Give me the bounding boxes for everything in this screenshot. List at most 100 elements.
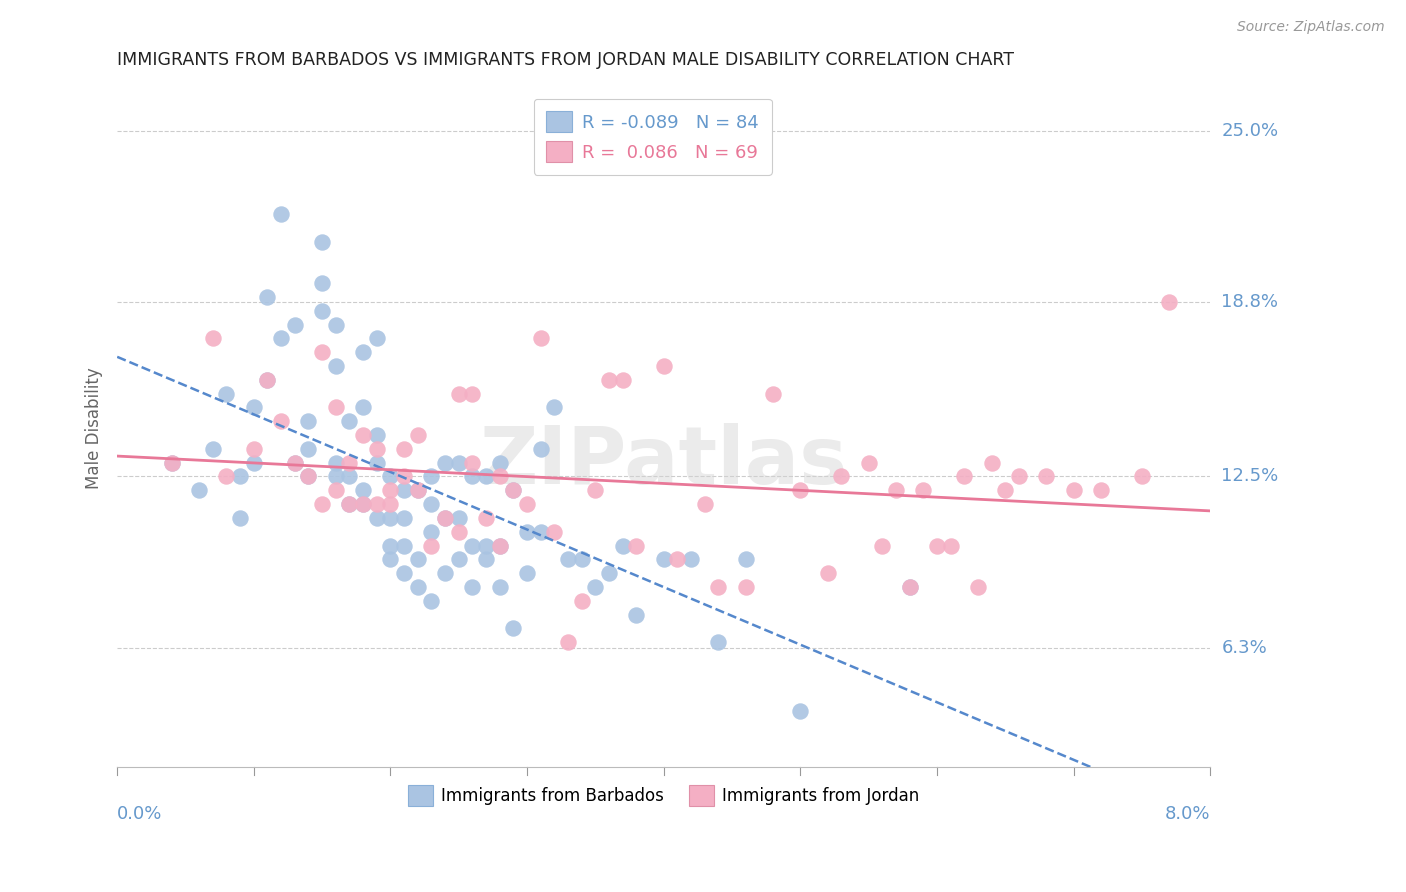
Point bbox=[1159, 295, 1181, 310]
Point bbox=[488, 539, 510, 553]
Point bbox=[734, 552, 756, 566]
Point bbox=[488, 539, 510, 553]
Point bbox=[475, 511, 498, 525]
Point bbox=[284, 456, 307, 470]
Point bbox=[256, 373, 278, 387]
Point bbox=[256, 373, 278, 387]
Text: Source: ZipAtlas.com: Source: ZipAtlas.com bbox=[1237, 20, 1385, 34]
Point bbox=[311, 303, 333, 318]
Point bbox=[502, 483, 524, 498]
Point bbox=[884, 483, 907, 498]
Point bbox=[392, 511, 415, 525]
Point bbox=[366, 428, 388, 442]
Point bbox=[325, 401, 347, 415]
Point bbox=[297, 469, 319, 483]
Point bbox=[967, 580, 990, 594]
Point bbox=[352, 497, 374, 511]
Point bbox=[626, 607, 648, 622]
Point bbox=[461, 469, 484, 483]
Point bbox=[734, 580, 756, 594]
Point bbox=[461, 386, 484, 401]
Point bbox=[352, 428, 374, 442]
Point bbox=[406, 483, 429, 498]
Point bbox=[475, 469, 498, 483]
Point bbox=[297, 469, 319, 483]
Point bbox=[461, 539, 484, 553]
Point bbox=[598, 566, 620, 581]
Point bbox=[380, 483, 402, 498]
Point bbox=[475, 539, 498, 553]
Point bbox=[858, 456, 880, 470]
Point bbox=[392, 442, 415, 456]
Point bbox=[366, 331, 388, 345]
Point bbox=[912, 483, 935, 498]
Point bbox=[420, 594, 443, 608]
Point bbox=[352, 401, 374, 415]
Point bbox=[461, 580, 484, 594]
Point bbox=[380, 552, 402, 566]
Point bbox=[612, 373, 634, 387]
Point bbox=[789, 704, 811, 718]
Point bbox=[339, 414, 361, 428]
Point bbox=[366, 442, 388, 456]
Point bbox=[447, 386, 470, 401]
Point bbox=[284, 456, 307, 470]
Point bbox=[325, 318, 347, 332]
Point bbox=[789, 483, 811, 498]
Point bbox=[571, 594, 593, 608]
Text: 12.5%: 12.5% bbox=[1222, 467, 1278, 485]
Point bbox=[352, 483, 374, 498]
Point bbox=[352, 345, 374, 359]
Point bbox=[188, 483, 211, 498]
Point bbox=[339, 497, 361, 511]
Point bbox=[325, 469, 347, 483]
Point bbox=[229, 511, 252, 525]
Text: 8.0%: 8.0% bbox=[1164, 805, 1211, 823]
Point bbox=[707, 580, 730, 594]
Point bbox=[530, 442, 553, 456]
Point bbox=[652, 552, 675, 566]
Point bbox=[598, 373, 620, 387]
Text: 18.8%: 18.8% bbox=[1222, 293, 1278, 311]
Point bbox=[434, 511, 457, 525]
Point bbox=[557, 552, 579, 566]
Point bbox=[898, 580, 921, 594]
Point bbox=[201, 442, 224, 456]
Point bbox=[366, 456, 388, 470]
Point bbox=[311, 497, 333, 511]
Point bbox=[380, 497, 402, 511]
Point bbox=[612, 539, 634, 553]
Point bbox=[406, 428, 429, 442]
Point bbox=[830, 469, 852, 483]
Point bbox=[392, 469, 415, 483]
Point bbox=[530, 524, 553, 539]
Point bbox=[626, 539, 648, 553]
Point bbox=[284, 318, 307, 332]
Point bbox=[488, 456, 510, 470]
Point bbox=[693, 497, 716, 511]
Point bbox=[530, 331, 553, 345]
Point bbox=[461, 456, 484, 470]
Point bbox=[447, 524, 470, 539]
Point bbox=[447, 456, 470, 470]
Point bbox=[543, 524, 565, 539]
Point bbox=[925, 539, 948, 553]
Point bbox=[488, 469, 510, 483]
Point bbox=[488, 580, 510, 594]
Point bbox=[270, 207, 292, 221]
Point bbox=[339, 469, 361, 483]
Point bbox=[1090, 483, 1112, 498]
Point bbox=[325, 456, 347, 470]
Point bbox=[160, 456, 183, 470]
Point bbox=[420, 497, 443, 511]
Text: 25.0%: 25.0% bbox=[1222, 122, 1278, 140]
Point bbox=[366, 511, 388, 525]
Point bbox=[311, 276, 333, 290]
Point bbox=[420, 469, 443, 483]
Point bbox=[994, 483, 1017, 498]
Point bbox=[392, 566, 415, 581]
Point bbox=[502, 622, 524, 636]
Point bbox=[215, 386, 238, 401]
Point bbox=[980, 456, 1002, 470]
Point bbox=[434, 511, 457, 525]
